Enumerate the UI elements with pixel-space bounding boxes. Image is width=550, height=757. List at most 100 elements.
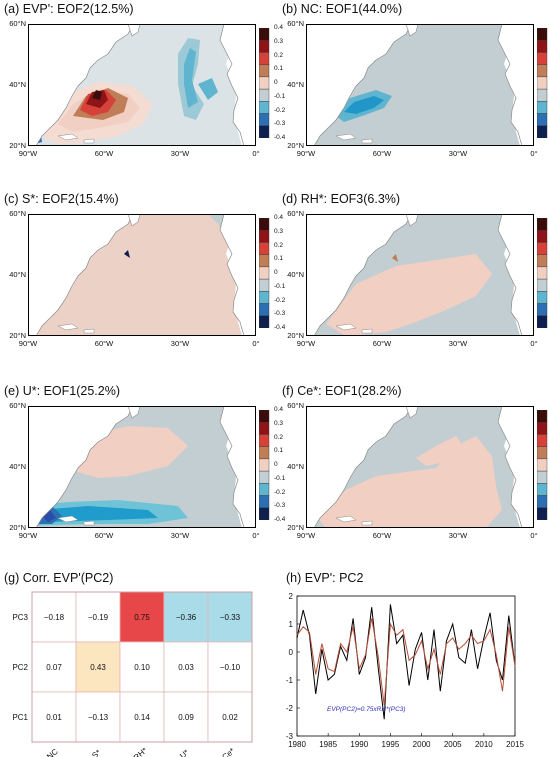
lon-label: 60°W: [372, 531, 392, 540]
y-tick-label: 1: [289, 620, 294, 629]
colorbar-tick: -0.2: [274, 488, 286, 496]
corr-value: 0.09: [178, 713, 194, 722]
colorbar-swatch: [537, 52, 548, 65]
corr-cell: [163, 641, 209, 693]
colorbar-swatch: [537, 88, 548, 102]
corr-cell: [207, 591, 253, 643]
colorbar-tick: -0.3: [274, 310, 286, 318]
pc2-chart-title: (h) EVP': PC2: [286, 571, 364, 585]
colorbar-swatch: [259, 410, 270, 423]
lon-label: 90°W: [296, 531, 316, 540]
corr-cell: [163, 691, 209, 743]
colorbar-swatch: [537, 76, 548, 90]
corr-cell: [75, 641, 121, 693]
colorbar-swatch: [537, 218, 548, 231]
lon-label: 30°W: [170, 531, 190, 540]
lat-label: 60°N: [9, 401, 26, 410]
corr-value: −0.19: [88, 613, 109, 622]
colorbar-tick: -0.3: [274, 120, 286, 128]
x-tick-label: 2005: [444, 740, 462, 749]
map-panel-title: (a) EVP': EOF2(12.5%): [4, 2, 134, 16]
colorbar-swatch: [259, 422, 270, 435]
colorbar-swatch: [537, 64, 548, 78]
colorbar: [259, 28, 270, 138]
colorbar-swatch: [537, 483, 548, 496]
colorbar-tick: 0.2: [274, 433, 284, 441]
x-tick-label: 2010: [475, 740, 493, 749]
lat-label: 40°N: [9, 80, 26, 89]
lat-label: 60°N: [287, 209, 304, 218]
corr-value: 0.43: [90, 663, 106, 672]
lon-label: 0°: [252, 149, 260, 158]
colorbar-tick: 0: [274, 461, 278, 468]
lon-label: 60°W: [94, 149, 114, 158]
colorbar-swatch: [259, 507, 270, 520]
lat-label: 60°N: [287, 401, 304, 410]
corr-cell: [31, 691, 77, 743]
map-plot: [306, 24, 534, 146]
lon-label: 0°: [252, 339, 260, 348]
x-tick-label: 1985: [319, 740, 337, 749]
colorbar-swatch: [537, 291, 548, 304]
corr-table-title: (g) Corr. EVP'(PC2): [4, 571, 114, 585]
corr-value: 0.02: [222, 713, 238, 722]
lon-label: 60°W: [372, 149, 392, 158]
corr-row-label: PC1: [12, 713, 28, 722]
colorbar-swatch: [259, 446, 270, 460]
colorbar-tick: -0.4: [274, 134, 286, 141]
lat-label: 40°N: [287, 80, 304, 89]
colorbar-swatch: [537, 101, 548, 114]
colorbar-swatch: [537, 495, 548, 508]
lon-label: 30°W: [170, 149, 190, 158]
colorbar-tick: -0.2: [274, 106, 286, 114]
colorbar-swatch: [259, 278, 270, 292]
y-tick-label: -2: [286, 704, 294, 713]
legend-note: EVP(PC2)=0.75xRH*(PC3): [327, 706, 406, 713]
map-plot: [306, 214, 534, 336]
corr-col-label: S*: [90, 748, 102, 757]
lat-label: 60°N: [9, 19, 26, 28]
colorbar-swatch: [537, 278, 548, 292]
map-panel-c: (c) S*: EOF2(15.4%) 60°N 40°N 20°N 90°W 60°W 3…: [0, 192, 285, 380]
colorbar-swatch: [259, 266, 270, 280]
map-panel-title: (d) RH*: EOF3(6.3%): [282, 192, 401, 206]
colorbar-swatch: [537, 470, 548, 484]
lon-label: 90°W: [18, 339, 38, 348]
colorbar: [537, 410, 548, 520]
colorbar-swatch: [537, 40, 548, 53]
y-tick-label: 2: [289, 592, 294, 601]
colorbar-swatch: [537, 230, 548, 243]
colorbar-swatch: [259, 52, 270, 65]
lat-label: 20°N: [9, 523, 26, 532]
corr-row-label: PC3: [12, 613, 28, 622]
colorbar-swatch: [259, 125, 270, 138]
corr-value: −0.10: [220, 663, 241, 672]
colorbar-swatch: [537, 113, 548, 126]
corr-value: 0.14: [134, 713, 150, 722]
colorbar-swatch: [259, 242, 270, 255]
lat-label: 40°N: [287, 270, 304, 279]
colorbar-swatch: [537, 410, 548, 423]
map-panel-a: (a) EVP': EOF2(12.5%) 60°N 40°N 20°N 90°W 60°…: [0, 2, 285, 190]
lat-label: 40°N: [9, 270, 26, 279]
colorbar-swatch: [537, 125, 548, 138]
corr-value: −0.18: [44, 613, 65, 622]
colorbar-swatch: [259, 40, 270, 53]
colorbar-swatch: [259, 101, 270, 114]
colorbar-swatch: [537, 458, 548, 472]
lon-label: 30°W: [448, 149, 468, 158]
lat-label: 20°N: [287, 331, 304, 340]
lon-label: 60°W: [94, 531, 114, 540]
x-tick-label: 2015: [506, 740, 524, 749]
series-line-0: [296, 604, 516, 720]
corr-cell: [75, 691, 121, 743]
corr-cell: [75, 591, 121, 643]
colorbar-swatch: [537, 507, 548, 520]
colorbar-swatch: [537, 254, 548, 268]
corr-col-label: U*: [178, 748, 191, 757]
colorbar-swatch: [259, 64, 270, 78]
lon-label: 0°: [252, 531, 260, 540]
corr-col-label: RH*: [132, 746, 149, 757]
colorbar-swatch: [259, 315, 270, 328]
